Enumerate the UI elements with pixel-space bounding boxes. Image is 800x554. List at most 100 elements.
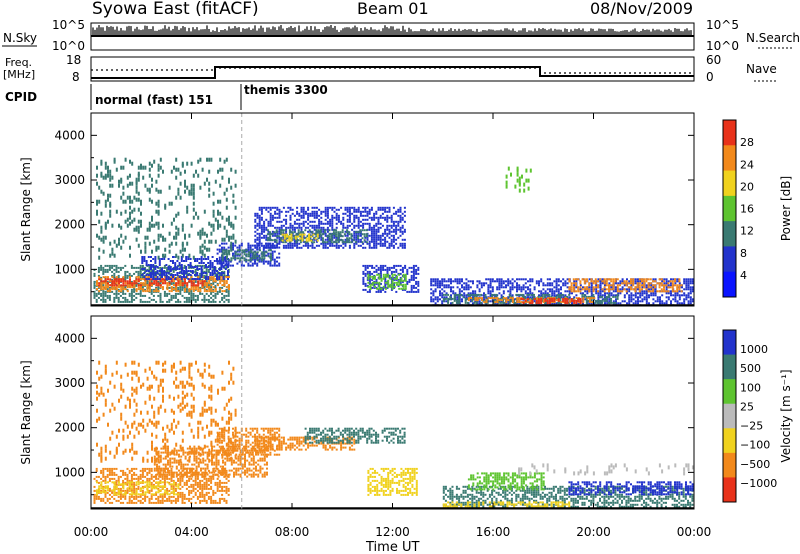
range-gate-cell [666, 300, 668, 302]
range-gate-cell [140, 284, 142, 286]
range-gate-cell [259, 233, 261, 235]
range-gate-cell [217, 261, 219, 263]
range-gate-cell [278, 253, 280, 255]
range-gate-cell [355, 231, 357, 233]
range-gate-cell [358, 227, 360, 229]
range-gate-cell [176, 266, 178, 268]
range-gate-cell [549, 288, 551, 290]
range-gate-cell [217, 291, 219, 293]
range-gate-cell [527, 298, 529, 300]
range-gate-cell [118, 271, 120, 273]
range-gate-cell [199, 246, 201, 250]
range-gate-cell [586, 290, 588, 292]
range-gate-cell [362, 229, 364, 231]
range-gate-cell [150, 266, 152, 268]
range-gate-cell [232, 253, 234, 255]
range-gate-cell [158, 190, 160, 194]
range-gate-cell [193, 290, 195, 292]
range-gate-cell [340, 235, 342, 237]
range-gate-cell [188, 234, 190, 238]
range-gate-cell [376, 265, 378, 267]
range-gate-cell [344, 241, 346, 243]
range-gate-cell [226, 286, 228, 288]
range-gate-cell [595, 282, 597, 284]
range-gate-cell [372, 284, 374, 286]
range-gate-cell [201, 270, 203, 272]
range-gate-cell [655, 294, 657, 296]
range-gate-cell [261, 237, 263, 239]
range-gate-cell [458, 294, 460, 296]
range-gate-cell [170, 278, 172, 280]
range-gate-cell [175, 168, 177, 172]
range-gate-cell [320, 227, 322, 229]
range-gate-cell [288, 240, 290, 242]
range-gate-cell [191, 288, 193, 290]
range-gate-cell [133, 196, 135, 200]
range-gate-cell [127, 299, 129, 301]
range-gate-cell [270, 247, 272, 249]
range-gate-cell [118, 280, 120, 282]
range-gate-cell [269, 237, 271, 239]
range-gate-cell [162, 238, 164, 242]
range-gate-cell [181, 270, 183, 272]
range-gate-cell [172, 268, 174, 270]
range-gate-cell [209, 274, 211, 276]
range-gate-cell [663, 282, 665, 284]
range-gate-cell [188, 301, 190, 303]
range-gate-cell [400, 245, 402, 247]
range-gate-cell [568, 288, 570, 290]
range-gate-cell [569, 290, 571, 292]
range-gate-cell [143, 276, 145, 278]
range-gate-cell [98, 220, 100, 224]
range-gate-cell [324, 241, 326, 243]
range-gate-cell [666, 282, 668, 284]
range-gate-cell [313, 241, 315, 243]
range-gate-cell [345, 207, 347, 209]
range-gate-cell [228, 288, 230, 290]
range-gate-cell [109, 184, 111, 188]
range-gate-cell [278, 247, 280, 249]
range-gate-cell [599, 302, 601, 304]
range-gate-cell [259, 239, 261, 241]
range-gate-cell [131, 301, 133, 303]
range-gate-cell [360, 211, 362, 213]
range-gate-cell [327, 213, 329, 215]
range-gate-cell [98, 297, 100, 299]
range-gate-cell [575, 294, 577, 296]
range-gate-cell [567, 300, 569, 302]
range-gate-cell [226, 255, 228, 257]
range-gate-cell [205, 272, 207, 274]
range-gate-cell [151, 282, 153, 284]
range-gate-cell [382, 225, 384, 227]
nsky-tick-bottom: 10^0 [52, 39, 85, 53]
range-gate-cell [113, 265, 115, 267]
range-gate-cell [272, 217, 274, 219]
range-gate-cell [562, 294, 564, 296]
range-gate-cell [131, 284, 133, 286]
range-gate-cell [353, 221, 355, 223]
range-gate-cell [318, 221, 320, 223]
range-gate-cell [296, 247, 298, 249]
range-gate-cell [100, 230, 102, 234]
range-gate-cell [492, 290, 494, 292]
range-gate-cell [193, 299, 195, 301]
range-gate-cell [549, 300, 551, 302]
range-gate-cell [608, 282, 610, 284]
range-gate-cell [213, 280, 215, 282]
range-gate-cell [542, 284, 544, 286]
range-gate-cell [498, 286, 500, 288]
range-gate-cell [329, 207, 331, 209]
range-gate-cell [116, 168, 118, 172]
range-gate-cell [206, 284, 208, 286]
range-gate-cell [107, 194, 109, 198]
range-gate-cell [276, 261, 278, 263]
range-gate-cell [147, 284, 149, 286]
range-gate-cell [318, 245, 320, 247]
range-gate-cell [247, 243, 249, 245]
range-gate-cell [445, 298, 447, 300]
range-gate-cell [314, 247, 316, 249]
range-gate-cell [353, 217, 355, 219]
range-gate-cell [356, 225, 358, 227]
range-gate-cell [206, 269, 208, 271]
range-gate-cell [573, 282, 575, 284]
